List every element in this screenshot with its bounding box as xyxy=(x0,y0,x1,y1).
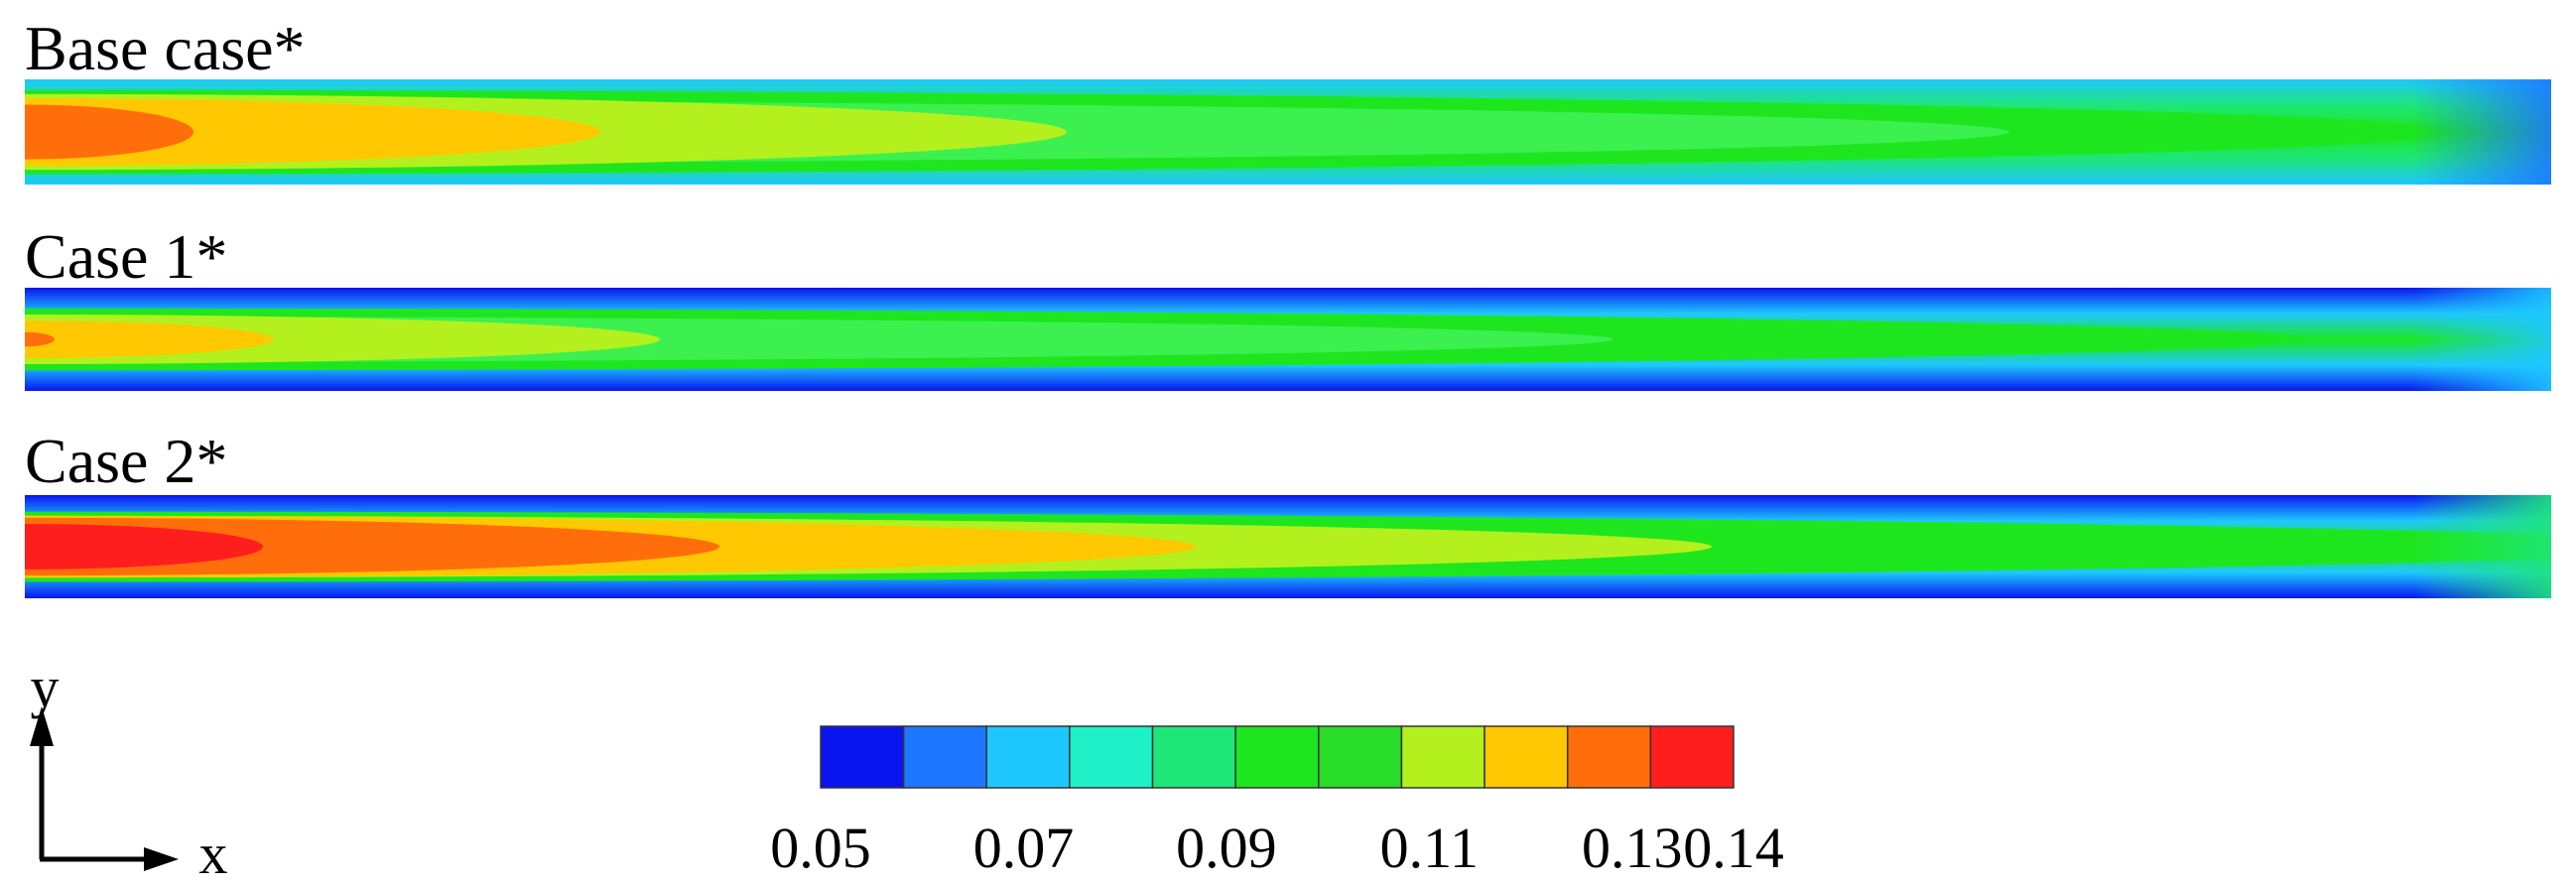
colorbar-bin xyxy=(902,725,988,789)
contour-band xyxy=(25,331,55,347)
colorbar-bin xyxy=(1649,725,1735,789)
x-arrow-head xyxy=(144,847,179,871)
colorbar-tick-label: 0.14 xyxy=(1683,816,1784,880)
colorbar-tick-label: 0.07 xyxy=(973,816,1075,880)
colorbar-bin xyxy=(1566,725,1652,789)
colorbar-tick-label: 0.11 xyxy=(1380,816,1479,880)
colorbar-bin xyxy=(985,725,1071,789)
colorbar-bin xyxy=(1318,725,1403,789)
contour-band xyxy=(25,104,193,160)
colorbar-tick-label: 0.13 xyxy=(1582,816,1683,880)
contour-band xyxy=(25,98,600,166)
x-axis-letter: x xyxy=(199,822,228,886)
panel-label: Case 2* xyxy=(25,426,227,496)
panel-label: Case 1* xyxy=(25,221,227,292)
colorbar-bin xyxy=(820,725,905,789)
colorbar-bin xyxy=(1234,725,1320,789)
contour-panel xyxy=(25,495,2551,598)
panel-outlet xyxy=(2412,79,2551,185)
panel-label: Base case* xyxy=(25,13,306,83)
colorbar-bin xyxy=(1069,725,1154,789)
panel-outlet xyxy=(2412,288,2551,391)
contour-band xyxy=(25,524,263,570)
axis-icon xyxy=(39,739,154,862)
colorbar-tick-label: 0.05 xyxy=(770,816,871,880)
panel-outlet xyxy=(2412,495,2551,598)
colorbar-bin xyxy=(1151,725,1236,789)
contour-panel xyxy=(25,79,2551,185)
colorbar-bin xyxy=(1400,725,1485,789)
contour-band xyxy=(25,320,273,358)
colorbar-tick-label: 0.09 xyxy=(1176,816,1277,880)
y-arrow-head xyxy=(30,706,54,746)
y-axis-letter: y xyxy=(31,655,60,719)
colorbar-bin xyxy=(1483,725,1569,789)
contour-panel xyxy=(25,288,2551,391)
